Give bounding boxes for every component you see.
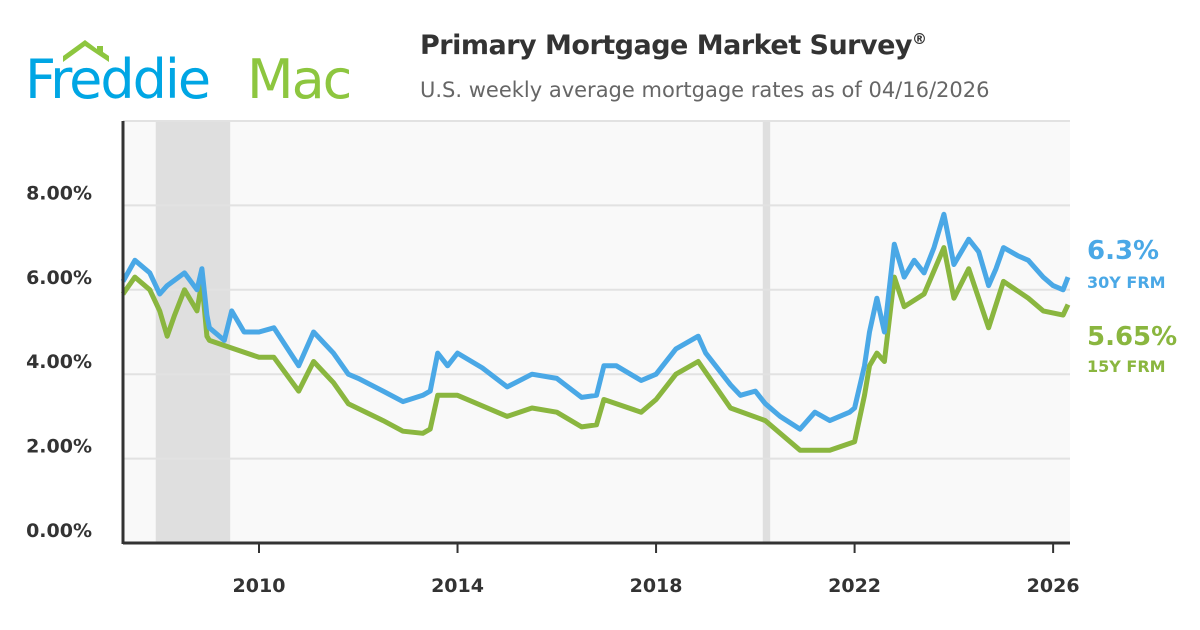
chart-title: Primary Mortgage Market Survey® — [420, 30, 927, 61]
y-tick-label: 6.00% — [26, 267, 92, 289]
title-text: Primary Mortgage Market Survey — [420, 30, 913, 61]
30y-series-label: 30Y FRM — [1087, 273, 1166, 292]
freddie-mac-logo: Freddie Mac — [25, 40, 352, 108]
series-30y-line — [120, 211, 1071, 432]
y-tick-label: 8.00% — [26, 182, 92, 204]
recession-shading — [762, 121, 771, 543]
x-tick-label: 2026 — [1027, 575, 1080, 597]
15y-current-rate: 5.65% — [1087, 322, 1178, 352]
x-tick-label: 2014 — [431, 575, 484, 597]
house-roof-icon — [63, 40, 109, 62]
15y-series-label: 15Y FRM — [1087, 357, 1166, 376]
chart-subtitle: U.S. weekly average mortgage rates as of… — [420, 78, 990, 102]
series-15y-line — [120, 245, 1071, 453]
logo-mac: Mac — [247, 48, 350, 108]
x-tick-label: 2022 — [828, 575, 881, 597]
x-tick-label: 2018 — [630, 575, 683, 597]
plot-background — [123, 121, 1070, 543]
x-tick-label: 2010 — [233, 575, 286, 597]
registered-mark: ® — [912, 30, 927, 48]
30y-current-rate: 6.3% — [1087, 236, 1160, 266]
y-tick-label: 4.00% — [26, 351, 92, 373]
logo-freddie: Freddie — [25, 48, 209, 108]
y-tick-label: 2.00% — [26, 436, 92, 458]
y-tick-label: 0.00% — [26, 520, 92, 542]
